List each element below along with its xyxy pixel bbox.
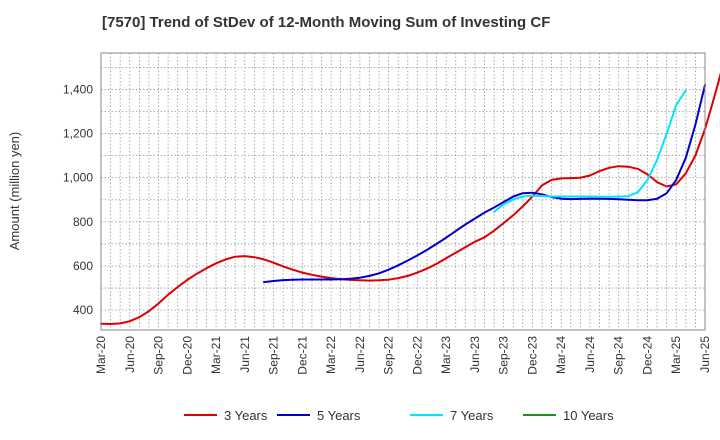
x-tick-label: Dec-23 bbox=[525, 336, 539, 375]
y-tick-label: 1,000 bbox=[63, 171, 93, 185]
x-tick-label: Sep-24 bbox=[612, 336, 626, 375]
x-tick-label: Mar-25 bbox=[669, 336, 683, 374]
series-line-5-years bbox=[263, 84, 706, 284]
x-tick-label: Dec-22 bbox=[410, 336, 424, 375]
x-tick-label: Sep-22 bbox=[382, 336, 396, 375]
x-tick-label: Mar-21 bbox=[209, 336, 223, 374]
series-line-7-years bbox=[493, 89, 687, 213]
x-tick-label: Dec-21 bbox=[295, 336, 309, 375]
chart-title: [7570] Trend of StDev of 12-Month Moving… bbox=[102, 14, 551, 31]
series-line-3-years bbox=[100, 72, 720, 325]
x-tick-label: Jun-22 bbox=[353, 336, 367, 373]
y-tick-label: 400 bbox=[73, 303, 93, 317]
plot-area bbox=[101, 53, 705, 330]
x-tick-label: Jun-25 bbox=[698, 336, 712, 373]
x-tick-label: Sep-20 bbox=[152, 336, 166, 375]
y-axis-title: Amount (million yen) bbox=[7, 132, 22, 251]
x-tick-label: Jun-21 bbox=[238, 336, 252, 373]
legend: 3 Years 5 Years 7 Years 10 Years bbox=[184, 408, 614, 423]
x-tick-label: Mar-23 bbox=[439, 336, 453, 374]
x-tick-label: Dec-24 bbox=[640, 336, 654, 375]
series-lines bbox=[100, 72, 720, 325]
x-tick-label: Sep-21 bbox=[267, 336, 281, 375]
x-tick-label: Jun-20 bbox=[123, 336, 137, 373]
x-tick-label: Sep-23 bbox=[497, 336, 511, 375]
y-tick-label: 600 bbox=[73, 259, 93, 273]
y-tick-label: 1,400 bbox=[63, 82, 93, 96]
x-tick-label: Dec-20 bbox=[180, 336, 194, 375]
x-tick-label: Mar-20 bbox=[94, 336, 108, 374]
y-tick-labels: 400 600 800 1,000 1,200 1,400 bbox=[63, 82, 93, 317]
x-tick-label: Jun-24 bbox=[583, 336, 597, 373]
legend-label-10-years: 10 Years bbox=[563, 408, 614, 423]
x-tick-labels: Mar-20 Jun-20 Sep-20 Dec-20 Mar-21 Jun-21 Sep-… bbox=[94, 336, 712, 375]
y-tick-label: 1,200 bbox=[63, 127, 93, 141]
y-tick-label: 800 bbox=[73, 215, 93, 229]
grid-lines bbox=[101, 53, 705, 330]
x-tick-label: Mar-22 bbox=[324, 336, 338, 374]
legend-label-3-years: 3 Years bbox=[224, 408, 268, 423]
legend-label-5-years: 5 Years bbox=[317, 408, 361, 423]
x-tick-label: Jun-23 bbox=[468, 336, 482, 373]
legend-label-7-years: 7 Years bbox=[450, 408, 494, 423]
plot-frame bbox=[100, 52, 706, 331]
x-tick-label: Mar-24 bbox=[554, 336, 568, 374]
